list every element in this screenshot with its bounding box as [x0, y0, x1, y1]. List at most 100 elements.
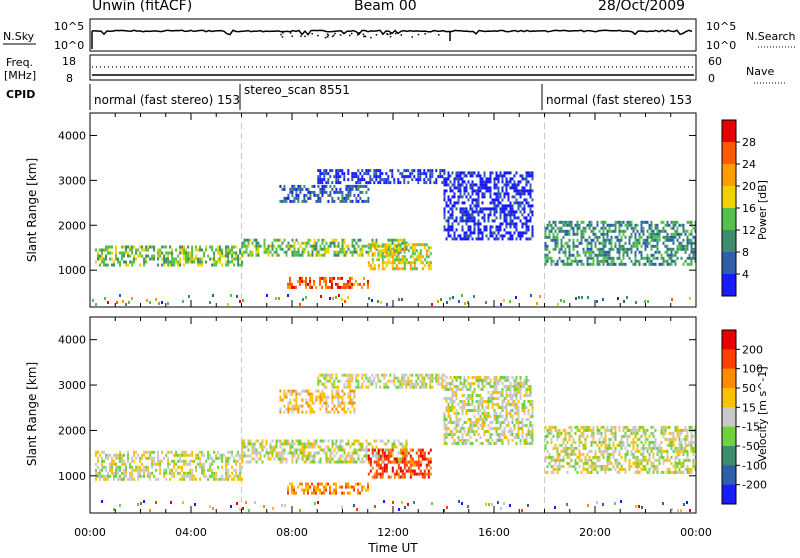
- data-cell: [227, 478, 229, 481]
- data-cell: [643, 233, 645, 236]
- nave-label: Nave: [746, 65, 774, 78]
- data-cell: [524, 186, 526, 189]
- data-cell: [219, 478, 221, 481]
- data-cell: [516, 412, 518, 415]
- data-cell: [161, 258, 163, 261]
- data-cell: [532, 177, 534, 180]
- data-cell: [272, 245, 274, 248]
- data-cell: [498, 436, 500, 439]
- data-cell: [571, 426, 573, 429]
- data-cell: [342, 440, 344, 443]
- data-cell: [258, 254, 260, 257]
- data-cell: [217, 478, 219, 481]
- data-cell: [522, 403, 524, 406]
- data-cell: [303, 489, 305, 492]
- data-cell: [430, 473, 432, 476]
- data-cell: [653, 263, 655, 266]
- data-cell: [295, 393, 297, 396]
- data-cell: [362, 446, 364, 449]
- data-cell: [151, 463, 153, 466]
- data-cell: [171, 258, 173, 261]
- data-cell: [358, 245, 360, 248]
- data-cell: [472, 213, 474, 216]
- data-cell: [209, 258, 211, 261]
- data-cell: [326, 458, 328, 461]
- data-cell: [629, 468, 631, 471]
- data-cell: [268, 251, 270, 254]
- data-cell: [137, 454, 139, 457]
- data-cell: [233, 264, 235, 267]
- data-cell: [430, 264, 432, 267]
- data-cell: [657, 251, 659, 254]
- data-cell: [506, 192, 508, 195]
- data-cell: [597, 471, 599, 474]
- data-cell: [97, 457, 99, 460]
- data-cell: [603, 248, 605, 251]
- data-cell: [482, 406, 484, 409]
- data-cell: [302, 251, 304, 254]
- data-cell: [409, 386, 411, 389]
- data-cell: [591, 429, 593, 432]
- data-cell: [643, 459, 645, 462]
- data-cell: [311, 483, 313, 486]
- nsky-dot: [280, 34, 282, 36]
- data-cell: [399, 386, 401, 389]
- data-cell: [351, 277, 353, 280]
- data-cell: [583, 444, 585, 447]
- data-cell: [553, 471, 555, 474]
- data-cell: [454, 192, 456, 195]
- data-cell: [579, 441, 581, 444]
- data-cell: [490, 189, 492, 192]
- data-cell: [366, 452, 368, 455]
- data-cell: [567, 263, 569, 266]
- data-cell: [490, 174, 492, 177]
- data-cell: [605, 468, 607, 471]
- data-cell: [231, 255, 233, 258]
- data-cell: [331, 492, 333, 495]
- data-cell: [372, 455, 374, 458]
- data-cell: [327, 374, 329, 377]
- data-cell: [309, 411, 311, 414]
- data-cell: [107, 252, 109, 255]
- data-cell: [266, 248, 268, 251]
- data-cell: [468, 225, 470, 228]
- data-cell: [375, 169, 377, 172]
- data-cell: [195, 466, 197, 469]
- data-cell: [454, 412, 456, 415]
- data-cell: [665, 245, 667, 248]
- data-cell: [422, 458, 424, 461]
- data-cell: [328, 458, 330, 461]
- data-cell: [460, 174, 462, 177]
- data-cell: [667, 245, 669, 248]
- data-cell: [348, 248, 350, 251]
- data-cell: [569, 257, 571, 260]
- data-cell: [423, 172, 425, 175]
- data-cell: [528, 430, 530, 433]
- data-cell: [370, 243, 372, 246]
- data-cell: [617, 251, 619, 254]
- data-cell: [460, 186, 462, 189]
- data-cell: [595, 462, 597, 465]
- data-cell: [498, 189, 500, 192]
- data-cell: [264, 245, 266, 248]
- data-cell: [561, 260, 563, 263]
- data-cell: [372, 252, 374, 255]
- data-cell: [179, 246, 181, 249]
- data-cell: [464, 210, 466, 213]
- data-cell: [571, 263, 573, 266]
- data-cell: [394, 246, 396, 249]
- data-cell: [635, 426, 637, 429]
- data-cell: [454, 376, 456, 379]
- data-cell: [119, 252, 121, 255]
- data-cell: [510, 234, 512, 237]
- data-cell: [235, 258, 237, 261]
- data-cell: [115, 454, 117, 457]
- data-cell: [577, 221, 579, 224]
- data-cell: [357, 283, 359, 286]
- data-cell: [478, 433, 480, 436]
- data-cell: [609, 462, 611, 465]
- data-cell: [410, 246, 412, 249]
- data-cell: [468, 171, 470, 174]
- data-cell: [490, 234, 492, 237]
- data-cell: [514, 186, 516, 189]
